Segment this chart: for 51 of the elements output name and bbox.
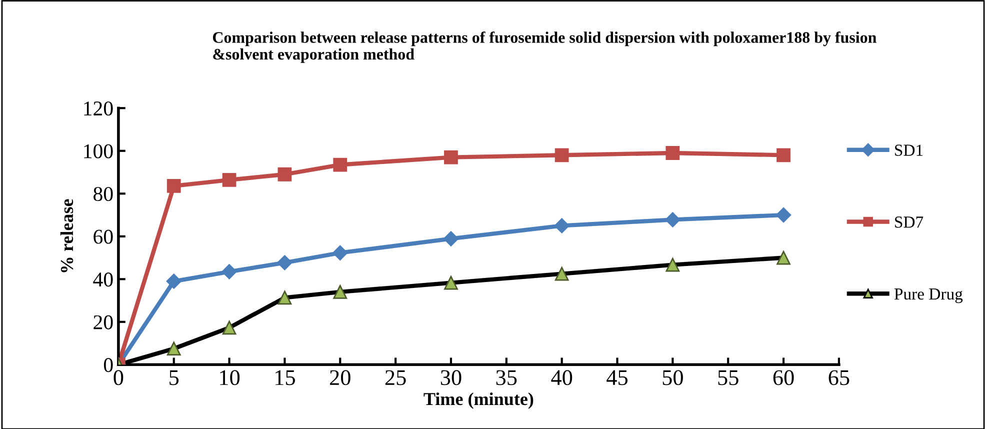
point [443,231,459,246]
legend-label: SD7 [895,216,924,228]
point [776,250,790,265]
legend-label: SD1 [895,144,923,156]
point [166,178,181,193]
point [222,172,236,187]
point [332,245,348,260]
point [444,276,458,290]
x-tick-label: 0 [114,370,124,386]
y-axis-title: % release [60,199,74,272]
point [166,274,182,289]
point [554,148,569,162]
point [444,150,458,164]
y-tick-label: 100 [84,144,113,158]
y-tick-label: 0 [104,358,113,372]
y-tick-label: 120 [84,101,113,116]
x-tick-label: 45 [606,370,628,386]
x-axis-title: Time (minute) [424,392,534,409]
point [666,146,680,160]
y-tick-label: 80 [94,186,113,202]
point [222,320,236,335]
x-tick-label: 60 [773,370,794,386]
point [333,285,348,299]
point [776,207,792,223]
y-tick-label: 20 [94,315,113,330]
point [554,218,570,234]
x-tick-label: 10 [220,370,240,386]
point [554,266,569,281]
point [666,258,680,272]
x-tick-label: 35 [496,370,517,386]
x-tick-label: 20 [330,370,350,386]
point [277,255,292,270]
point [278,167,292,182]
x-tick-label: 5 [170,370,179,386]
y-tick-label: 60 [94,230,113,244]
chart-title: Comparison between release patterns of furosemide solid dispersion with poloxamer188 by fusion &solvent evaporation method [212,31,876,63]
y-tick-label: 40 [93,272,113,287]
point [222,264,237,280]
x-tick-label: 25 [385,370,406,386]
legend-label: Pure Drug [894,288,963,304]
x-tick-label: 55 [718,370,738,386]
point [665,212,680,228]
point [166,342,181,356]
x-tick-label: 30 [440,370,462,386]
point [776,148,790,162]
x-tick-label: 40 [551,370,572,386]
point [333,158,348,172]
point [278,290,292,305]
x-tick-label: 65 [828,370,850,386]
x-tick-label: 50 [662,370,683,386]
x-tick-label: 15 [276,370,295,386]
